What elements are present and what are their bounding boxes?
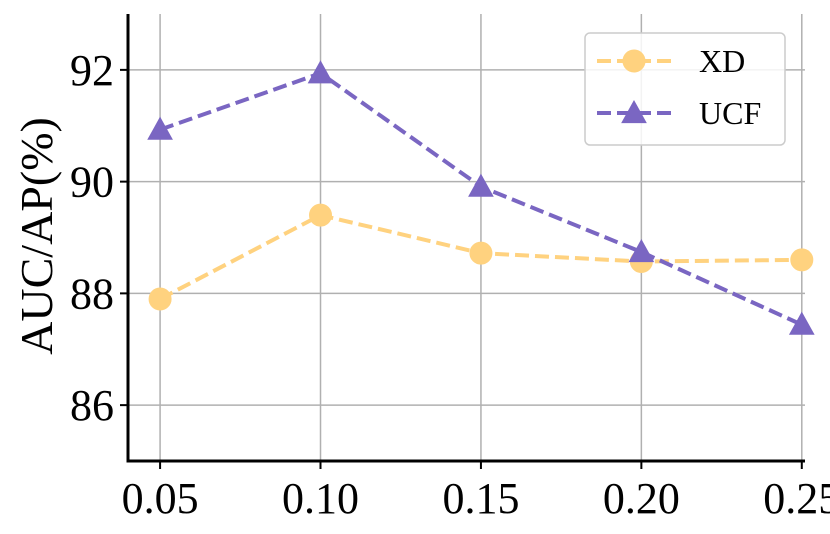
tick-labels: 0.05 0.10 0.15 0.20 0.25 86 88 90 92 [70,46,830,523]
y-tick-label: 88 [70,269,114,318]
y-tick-label: 92 [70,46,114,95]
data-point-xd [469,241,493,265]
y-tick-label: 86 [70,381,114,430]
data-point-ucf [628,238,655,263]
data-point-ucf [788,311,815,335]
legend-item-ucf: UCF [597,95,761,131]
legend-marker [621,99,647,124]
data-point-xd [309,203,333,227]
x-tick-label: 0.10 [282,474,359,523]
data-point-xd [148,287,172,311]
x-tick-label: 0.20 [603,474,680,523]
legend: XD UCF [584,32,786,146]
x-tick-label: 0.25 [763,474,830,523]
data-point-xd [790,248,814,272]
legend-label: UCF [699,95,761,131]
x-tick-label: 0.05 [122,474,199,523]
axes [120,14,805,469]
data-point-ucf [147,116,173,140]
legend-item-xd: XD [597,43,745,79]
data-point-ucf [468,173,494,197]
legend-label: XD [699,43,745,79]
x-tick-label: 0.15 [442,474,519,523]
series-layer [147,60,815,335]
data-point-ucf [307,60,334,84]
legend-marker [622,49,646,73]
y-axis-label: AUC/AP(%) [11,117,62,355]
series-ucf [147,60,815,335]
y-tick-label: 90 [70,158,114,207]
